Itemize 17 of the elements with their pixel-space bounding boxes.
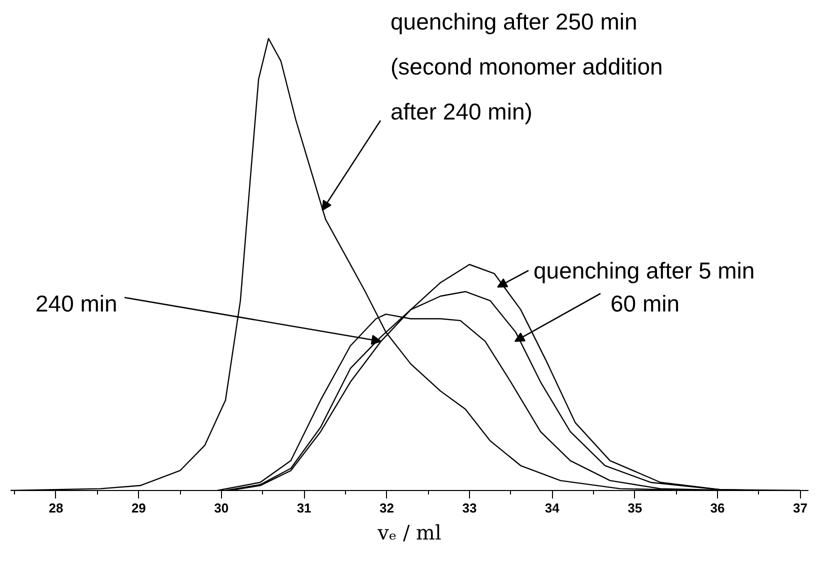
annotation: quenching after 5 min [534, 258, 755, 284]
annotation: 60 min [610, 290, 680, 316]
x-tick-label: 35 [628, 500, 642, 516]
x-tick-label: 37 [793, 500, 808, 516]
annotation: after 240 min) [390, 98, 532, 124]
text: quenching after 250 min [390, 8, 638, 34]
x-tick-label: 31 [296, 500, 312, 516]
x-tick-label: 28 [48, 500, 64, 516]
x-tick-label: 30 [214, 500, 229, 516]
annotation: 240 min [36, 290, 118, 316]
x-tick-label: 36 [710, 500, 725, 516]
x-axis-title: vₑ / ml [376, 520, 442, 544]
x-tick-label: 33 [462, 500, 477, 516]
x-tick-label: 34 [544, 500, 560, 516]
annotation: (second monomer addition [390, 54, 663, 80]
x-tick-label: 29 [131, 500, 146, 516]
x-tick-label: 32 [380, 500, 394, 516]
